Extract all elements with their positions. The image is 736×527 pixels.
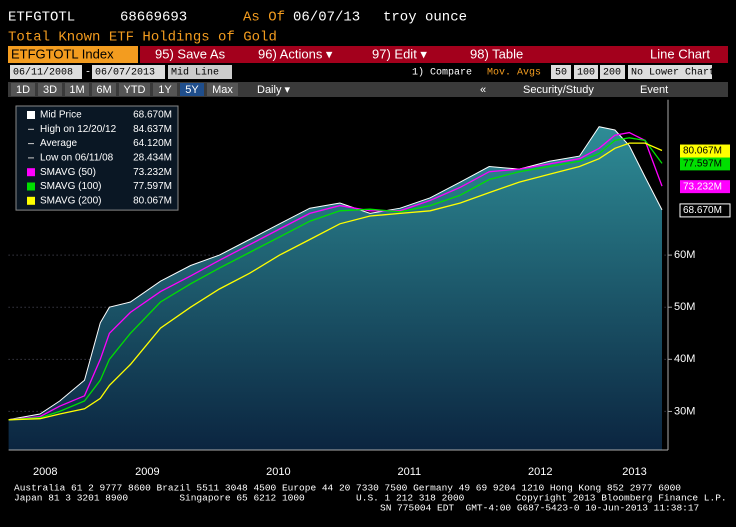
y-tick-label: 50M xyxy=(674,301,695,313)
mode-box[interactable] xyxy=(168,65,232,79)
series-line xyxy=(8,137,663,421)
legend-swatch xyxy=(27,196,35,205)
value: 68669693 xyxy=(120,10,187,26)
footer-line: Australia 61 2 9777 8600 Brazil 5511 304… xyxy=(14,483,681,494)
legend-value: 80.067M xyxy=(133,195,172,206)
range-label[interactable]: YTD xyxy=(124,84,146,96)
event[interactable]: Event xyxy=(640,84,668,96)
lower[interactable]: No Lower Chart xyxy=(631,67,715,79)
x-tick-label: 2010 xyxy=(266,466,290,478)
range-button[interactable] xyxy=(153,83,177,96)
range-label[interactable]: 1D xyxy=(16,84,30,96)
value-tag-label: 80.067M xyxy=(683,146,722,157)
avg[interactable]: 200 xyxy=(603,68,621,79)
range-label[interactable]: 1Y xyxy=(158,84,172,96)
value-tag xyxy=(680,180,730,194)
range-button[interactable] xyxy=(65,83,89,96)
legend-label: SMAVG (200) xyxy=(40,195,102,206)
x-tick-label: 2008 xyxy=(33,466,57,478)
range-button[interactable] xyxy=(119,83,150,96)
legend-label: Average xyxy=(40,138,78,149)
security-box[interactable] xyxy=(8,46,138,63)
value-tag-label: 68.670M xyxy=(683,205,722,216)
avg-box[interactable] xyxy=(574,65,598,79)
range-label[interactable]: 3D xyxy=(43,84,57,96)
lower-box[interactable] xyxy=(628,65,712,79)
series-line xyxy=(8,131,663,421)
as-of: As Of xyxy=(243,10,285,26)
legend-swatch xyxy=(27,168,35,177)
collapse[interactable]: « xyxy=(480,84,486,96)
compare[interactable]: 1) Compare xyxy=(412,67,472,79)
avg[interactable]: 50 xyxy=(555,68,567,79)
legend-label: SMAVG (100) xyxy=(40,181,102,192)
range-button[interactable] xyxy=(38,83,62,96)
series-line xyxy=(8,126,663,421)
value-tag xyxy=(680,144,730,158)
series-line xyxy=(8,142,663,421)
start-box[interactable] xyxy=(10,65,82,79)
table[interactable]: 98) Table xyxy=(470,46,523,61)
range-button[interactable] xyxy=(92,83,116,96)
legend-value: 84.637M xyxy=(133,124,172,135)
avg-box[interactable] xyxy=(600,65,625,79)
legend-value: 68.670M xyxy=(133,110,172,121)
range-label[interactable]: 6M xyxy=(96,84,111,96)
legend-value: 77.597M xyxy=(133,181,172,192)
avg-box[interactable] xyxy=(551,65,571,79)
x-tick-label: 2009 xyxy=(135,466,159,478)
legend-value: 64.120M xyxy=(133,138,172,149)
legend-value: 28.434M xyxy=(133,153,172,164)
range-label[interactable]: Max xyxy=(212,84,233,96)
legend-value: 73.232M xyxy=(133,167,172,178)
ticker: ETFGTOTL xyxy=(8,10,75,26)
range-label[interactable]: 1M xyxy=(69,84,84,96)
range-button[interactable] xyxy=(207,83,238,96)
x-tick-label: 2011 xyxy=(397,466,421,478)
mov-avgs: Mov. Avgs xyxy=(487,68,541,79)
legend-label: Mid Price xyxy=(40,110,82,121)
y-tick-label: 60M xyxy=(674,249,695,261)
end-date[interactable]: 06/07/2013 xyxy=(95,67,155,79)
footer-line: Japan 81 3 3201 8900 Singapore 65 6212 1… xyxy=(14,493,727,504)
range-label[interactable]: 5Y xyxy=(185,84,199,96)
save-as[interactable]: 95) Save As xyxy=(155,46,226,61)
value-tag-label: 73.232M xyxy=(683,181,722,192)
y-tick-label: 40M xyxy=(674,353,695,365)
chart-type: Line Chart xyxy=(650,46,710,61)
legend-label: High on 12/20/12 xyxy=(40,124,117,135)
legend-swatch xyxy=(27,182,35,191)
value-tag xyxy=(679,203,731,218)
period[interactable]: Daily ▾ xyxy=(257,84,291,96)
mode[interactable]: Mid Line xyxy=(171,67,219,79)
start-date[interactable]: 06/11/2008 xyxy=(13,67,73,79)
x-tick-label: 2013 xyxy=(622,466,646,478)
date: 06/07/13 xyxy=(293,10,360,26)
legend-swatch xyxy=(27,111,35,119)
actions[interactable]: 96) Actions ▾ xyxy=(258,46,333,61)
range-button[interactable] xyxy=(180,83,204,96)
subtitle: Total Known ETF Holdings of Gold xyxy=(8,30,277,46)
legend-label: SMAVG (50) xyxy=(40,167,96,178)
value-tag-label: 77.597M xyxy=(683,159,722,170)
avg[interactable]: 100 xyxy=(577,68,595,79)
edit[interactable]: 97) Edit ▾ xyxy=(372,46,427,61)
legend-label: Low on 06/11/08 xyxy=(40,153,114,164)
security[interactable]: ETFGTOTL Index xyxy=(11,46,114,61)
x-tick-label: 2012 xyxy=(528,466,552,478)
end-box[interactable] xyxy=(92,65,165,79)
unit: troy ounce xyxy=(383,10,467,26)
range-button[interactable] xyxy=(11,83,35,96)
dash: - xyxy=(85,68,91,79)
legend-box xyxy=(15,105,179,211)
area xyxy=(8,126,663,450)
value-tag xyxy=(680,157,730,171)
study[interactable]: Security/Study xyxy=(523,84,594,96)
y-tick-label: 30M xyxy=(674,405,695,417)
menu-bar xyxy=(140,46,728,63)
footer-line: SN 775004 EDT GMT-4:00 G687-5423-0 10-Ju… xyxy=(380,503,699,514)
